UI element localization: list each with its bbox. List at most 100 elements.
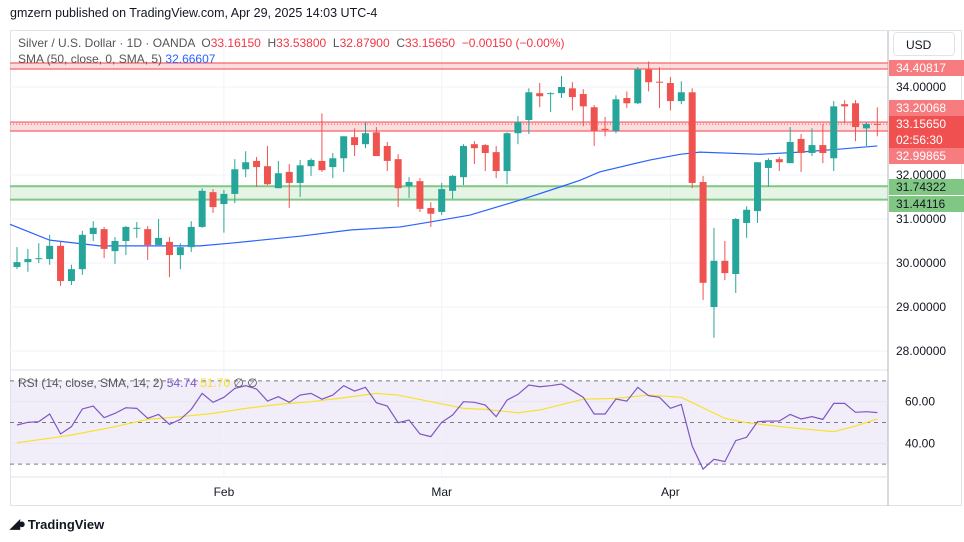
candle-up — [754, 162, 762, 212]
time-axis-label: Apr — [661, 485, 680, 499]
low-value: 32.87900 — [339, 36, 390, 50]
sma-label: SMA (50, close, 0, SMA, 5) — [18, 52, 163, 66]
candle-up — [862, 123, 870, 129]
candle-up — [67, 269, 75, 282]
candle-down — [351, 137, 359, 146]
candle-up — [340, 136, 348, 159]
rsi-tick-label: 40.00 — [905, 436, 935, 450]
price-label-resistance — [889, 100, 964, 116]
candle-up — [133, 227, 141, 229]
price-label-text: 33.20068 — [896, 101, 946, 115]
price-label-text: 32.99865 — [896, 149, 946, 163]
rsi-extra: ∅ ∅ — [233, 376, 258, 390]
candle-up — [220, 193, 228, 205]
publisher-caption: gmzern published on TradingView.com, Apr… — [10, 6, 378, 20]
price-tick-label: 29.00000 — [896, 300, 946, 314]
price-tick-label: 30.00000 — [896, 256, 946, 270]
candle-down — [775, 159, 783, 163]
high-value: 33.53800 — [276, 36, 327, 50]
candle-up — [558, 87, 565, 94]
candle-down — [383, 145, 391, 161]
price-label-text: 31.74322 — [896, 180, 946, 194]
candle-down — [100, 229, 108, 249]
rsi-legend[interactable]: RSI (14, close, SMA, 14, 2) 54.74 51.70 … — [18, 376, 258, 390]
close-value: 33.15650 — [405, 36, 456, 50]
candle-up — [89, 227, 97, 234]
candle-up — [438, 189, 446, 212]
candle-up — [35, 258, 43, 260]
candle-up — [677, 92, 685, 102]
sma-50-line — [9, 145, 878, 247]
candle-down — [481, 145, 489, 153]
candle-up — [231, 169, 239, 194]
candle-down — [623, 98, 631, 104]
candle-up — [612, 99, 620, 131]
candle-down — [590, 107, 598, 131]
price-label-support — [889, 196, 964, 212]
candle-up — [329, 158, 337, 168]
candle-down — [318, 160, 326, 171]
symbol-title[interactable]: Silver / U.S. Dollar · 1D · OANDA — [18, 36, 195, 50]
candle-up — [764, 160, 772, 168]
candle-down — [427, 208, 435, 214]
rsi-tick-label: 60.00 — [905, 395, 935, 409]
candle-down — [841, 104, 849, 107]
price-tick-label: 28.00000 — [896, 344, 946, 358]
candle-down — [165, 241, 173, 256]
candle-down — [144, 229, 152, 245]
price-tick-label: 31.00000 — [896, 212, 946, 226]
chart-frame — [10, 30, 962, 506]
tradingview-logo[interactable]: ◢● TradingView — [10, 516, 104, 532]
rsi-value: 54.74 — [166, 376, 197, 390]
close-label: C — [396, 36, 406, 50]
low-label: L — [332, 36, 340, 50]
candle-down — [601, 128, 609, 131]
price-label-resistance — [889, 60, 964, 76]
open-value: 33.16150 — [210, 36, 261, 50]
candle-up — [514, 122, 522, 134]
candle-down — [852, 103, 860, 128]
price-tick-label: 34.00000 — [896, 80, 946, 94]
candle-down — [209, 192, 217, 208]
resistance-zone-top[interactable] — [10, 63, 888, 70]
candle-up — [122, 226, 130, 241]
candle-up — [525, 92, 533, 120]
candle-down — [253, 160, 261, 168]
rsi-sma-value: 51.70 — [200, 376, 231, 390]
time-axis-label: Feb — [214, 485, 235, 499]
sma-legend[interactable]: SMA (50, close, 0, SMA, 5) 32.66607 — [18, 52, 215, 66]
candle-up — [155, 237, 163, 245]
candle-up — [274, 173, 282, 189]
candle-up — [732, 219, 740, 274]
currency-button[interactable]: USD — [893, 32, 955, 56]
candle-down — [873, 123, 881, 125]
candle-up — [830, 106, 838, 159]
resistance-zone[interactable] — [10, 122, 888, 132]
candle-down — [699, 182, 707, 283]
candle-up — [242, 162, 250, 170]
candle-up — [13, 262, 21, 267]
candle-down — [666, 83, 674, 102]
symbol-legend: Silver / U.S. Dollar · 1D · OANDA O33.16… — [18, 36, 565, 50]
price-tick-label: 32.00000 — [896, 168, 946, 182]
candle-down — [416, 181, 424, 209]
price-label-text: 31.44116 — [896, 197, 945, 211]
change-value: −0.00150 (−0.00%) — [461, 36, 565, 50]
rsi-sma-line — [16, 392, 878, 444]
candle-down — [656, 81, 664, 83]
price-label-text: 34.40817 — [896, 61, 946, 75]
candle-down — [568, 88, 576, 98]
candle-down — [285, 171, 293, 183]
support-zone[interactable] — [10, 186, 888, 200]
price-label-text: 33.15650 — [896, 117, 946, 131]
candle-up — [743, 209, 751, 223]
candle-down — [721, 260, 729, 274]
candle-down — [579, 94, 587, 107]
candle-up — [176, 247, 184, 256]
candle-up — [296, 165, 304, 183]
candle-up — [449, 175, 457, 191]
candle-down — [645, 69, 653, 83]
candle-down — [394, 159, 402, 189]
candle-down — [536, 93, 544, 97]
